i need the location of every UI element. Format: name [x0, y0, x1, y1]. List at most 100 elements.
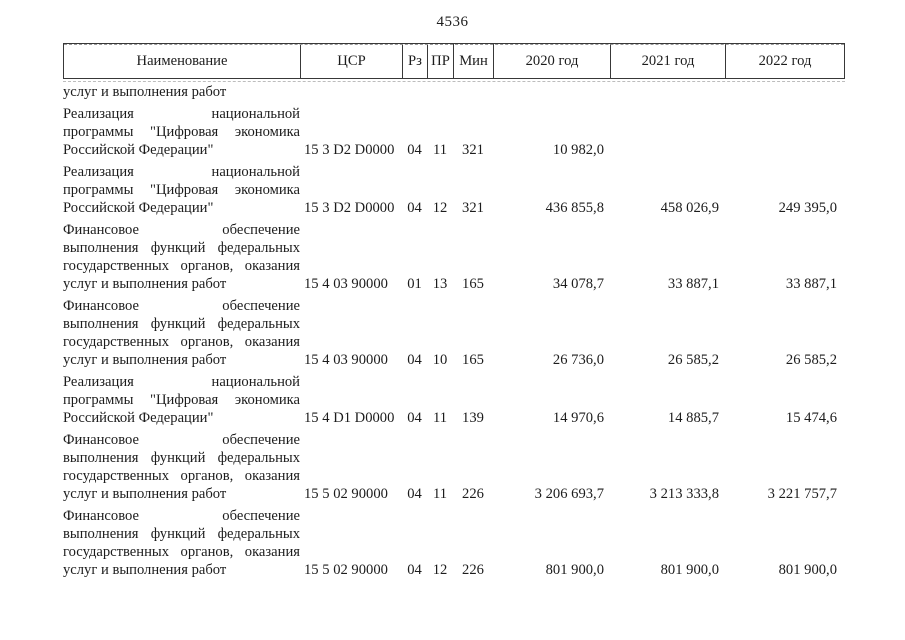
page-number: 4536 [436, 14, 469, 30]
row-name-line: Реализация национальной [63, 164, 300, 180]
row-name-line: государственных органов, оказания [63, 544, 300, 560]
cell-rz-code: 04 [407, 142, 422, 158]
cell-amount-2022: 33 887,1 [785, 276, 837, 292]
cell-csr-code: 15 5 02 90000 [304, 486, 388, 502]
cell-pr-code: 10 [432, 352, 448, 368]
column-header-name: Наименование [64, 44, 301, 78]
cell-csr-code: 15 5 02 90000 [304, 562, 388, 578]
cell-csr-code: 15 3 D2 D0000 [304, 142, 395, 158]
table-row: Реализация национальной программы "Цифров… [63, 373, 843, 427]
cell-pr-code: 12 [432, 200, 448, 216]
column-header-rz: Рз [403, 44, 428, 78]
column-header-csr: ЦСР [301, 44, 403, 78]
cell-amount-2022: 801 900,0 [778, 562, 837, 578]
row-name-line: услуг и выполнения работ [63, 276, 227, 292]
cell-amount-2022: 249 395,0 [778, 200, 837, 216]
cell-csr-code: 15 4 D1 D0000 [304, 410, 395, 426]
column-header-2020: 2020 год [494, 44, 611, 78]
row-name-line: программы "Цифровая экономика [63, 392, 300, 408]
row-continuation-text: услуг и выполнения работ [63, 84, 227, 100]
column-header-min: Мин [454, 44, 494, 78]
cell-amount-2021: 801 900,0 [660, 562, 719, 578]
cell-amount-2021: 26 585,2 [667, 352, 719, 368]
row-name-line: Российской Федерации" [63, 410, 214, 426]
cell-rz-code: 04 [407, 200, 422, 216]
cell-amount-2021: 458 026,9 [660, 200, 719, 216]
table-row: Финансовое обеспечение выполнения функций… [63, 507, 843, 579]
cell-amount-2022: 15 474,6 [785, 410, 837, 426]
cell-min-code: 321 [462, 200, 484, 216]
row-name-line: Финансовое обеспечение [63, 508, 300, 524]
cell-amount-2020: 436 855,8 [545, 200, 604, 216]
cell-amount-2020: 14 970,6 [552, 410, 604, 426]
cell-csr-code: 15 3 D2 D0000 [304, 200, 395, 216]
cell-amount-2020: 801 900,0 [545, 562, 604, 578]
table-header-row: Наименование ЦСР Рз ПР Мин 2020 год 2021… [63, 43, 845, 82]
cell-min-code: 139 [462, 410, 484, 426]
cell-csr-code: 15 4 03 90000 [304, 352, 388, 368]
row-name-line: государственных органов, оказания [63, 334, 300, 350]
cell-pr-code: 11 [432, 142, 448, 158]
cell-min-code: 321 [462, 142, 484, 158]
row-name-line: программы "Цифровая экономика [63, 124, 300, 140]
cell-min-code: 226 [462, 486, 484, 502]
table-row: Реализация национальной программы "Цифров… [63, 105, 843, 159]
table-row: Финансовое обеспечение выполнения функций… [63, 221, 843, 293]
row-name-line: выполнения функций федеральных [63, 240, 300, 256]
row-name-line: государственных органов, оказания [63, 258, 300, 274]
cell-amount-2022: 26 585,2 [785, 352, 837, 368]
row-name-line: услуг и выполнения работ [63, 486, 227, 502]
row-name-line: государственных органов, оказания [63, 468, 300, 484]
cell-rz-code: 04 [407, 562, 422, 578]
row-name-line: Финансовое обеспечение [63, 222, 300, 238]
cell-amount-2021: 3 213 333,8 [649, 486, 719, 502]
table-row: Финансовое обеспечение выполнения функций… [63, 297, 843, 369]
column-header-pr: ПР [428, 44, 454, 78]
column-header-2021: 2021 год [611, 44, 726, 78]
table-body: Реализация национальной программы "Цифров… [63, 105, 843, 579]
row-name-line: Финансовое обеспечение [63, 432, 300, 448]
cell-name: Реализация национальной программы "Цифров… [63, 163, 300, 217]
row-name-line: Финансовое обеспечение [63, 298, 300, 314]
row-name-line: Российской Федерации" [63, 142, 214, 158]
cell-rz-code: 04 [407, 410, 422, 426]
cell-amount-2020: 26 736,0 [552, 352, 604, 368]
cell-name: Финансовое обеспечение выполнения функций… [63, 431, 300, 503]
table-row: Реализация национальной программы "Цифров… [63, 163, 843, 217]
table-row: Финансовое обеспечение выполнения функций… [63, 431, 843, 503]
cell-amount-2020: 3 206 693,7 [534, 486, 604, 502]
cell-rz-code: 04 [407, 486, 422, 502]
column-header-2022: 2022 год [758, 53, 812, 69]
cell-pr-code: 12 [432, 562, 448, 578]
budget-table: Наименование ЦСР Рз ПР Мин 2020 год 2021… [63, 43, 845, 579]
cell-min-code: 165 [462, 352, 484, 368]
cell-name: Финансовое обеспечение выполнения функций… [63, 297, 300, 369]
row-name-line: Реализация национальной [63, 106, 300, 122]
cell-name: Финансовое обеспечение выполнения функций… [63, 221, 300, 293]
cell-name: Финансовое обеспечение выполнения функций… [63, 507, 300, 579]
row-name-line: выполнения функций федеральных [63, 526, 300, 542]
cell-amount-2022: 3 221 757,7 [767, 486, 837, 502]
cell-rz-code: 04 [407, 352, 422, 368]
row-name-line: Российской Федерации" [63, 200, 214, 216]
cell-name: Реализация национальной программы "Цифров… [63, 105, 300, 159]
cell-pr-code: 11 [432, 486, 448, 502]
cell-pr-code: 13 [432, 276, 448, 292]
cell-pr-code: 11 [432, 410, 448, 426]
row-name-line: программы "Цифровая экономика [63, 182, 300, 198]
cell-amount-2020: 10 982,0 [552, 142, 604, 158]
cell-min-code: 226 [462, 562, 484, 578]
cell-amount-2021: 14 885,7 [667, 410, 719, 426]
cell-min-code: 165 [462, 276, 484, 292]
row-name-line: выполнения функций федеральных [63, 450, 300, 466]
row-name-line: услуг и выполнения работ [63, 352, 227, 368]
cell-csr-code: 15 4 03 90000 [304, 276, 388, 292]
cell-rz-code: 01 [407, 276, 422, 292]
row-name-line: выполнения функций федеральных [63, 316, 300, 332]
cell-name: Реализация национальной программы "Цифров… [63, 373, 300, 427]
cell-amount-2020: 34 078,7 [552, 276, 604, 292]
cell-amount-2021: 33 887,1 [667, 276, 719, 292]
row-name-line: услуг и выполнения работ [63, 562, 227, 578]
row-name-line: Реализация национальной [63, 374, 300, 390]
